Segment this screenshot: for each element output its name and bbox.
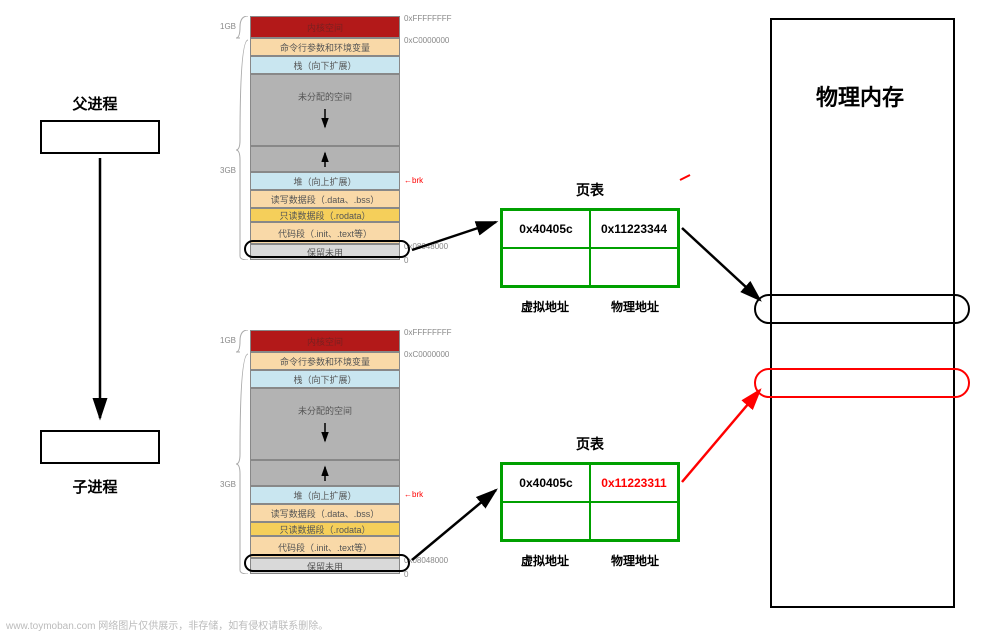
mem-row-4: 堆（向上扩展） [250,172,400,190]
mem-row-2: 栈（向下扩展） [250,370,400,388]
mem-row-4: 堆（向上扩展） [250,486,400,504]
page-table-title-1: 页表 [560,180,620,200]
pt2-empty1 [502,502,590,540]
pt1-col1-label: 虚拟地址 [521,298,569,315]
page-table-2: 0x40405c 0x11223311 [500,462,680,542]
pt2-col2-label: 物理地址 [611,552,659,569]
mem-row-1: 命令行参数和环境变量 [250,38,400,56]
rodata-highlight-child [244,554,410,572]
arrow-pt1-to-physical [682,228,760,300]
arrow-pt2-to-physical [682,390,760,482]
mem-row-2: 栈（向下扩展） [250,56,400,74]
parent-process-box [40,120,160,154]
mem-row-0: 内核空间 [250,330,400,352]
arrow-rodata2-to-pt2 [412,490,496,560]
pt1-paddr: 0x11223344 [590,210,678,248]
pt2-vaddr: 0x40405c [502,464,590,502]
physical-slot-black [754,294,970,324]
parent-process-label: 父进程 [55,93,135,114]
mem-row-1: 命令行参数和环境变量 [250,352,400,370]
mem-row-5: 读写数据段（.data、.bss） [250,190,400,208]
pt2-col1-label: 虚拟地址 [521,552,569,569]
page-table-1: 0x40405c 0x11223344 [500,208,680,288]
pt2-paddr: 0x11223311 [590,464,678,502]
mem-row-6: 只读数据段（.rodata） [250,208,400,222]
page-table-title-2: 页表 [560,434,620,454]
pt1-empty1 [502,248,590,286]
pt2-empty2 [590,502,678,540]
physical-memory-title: 物理内存 [800,80,920,112]
page-table-1-labels: 虚拟地址 物理地址 [500,298,680,315]
mem-row-3: 未分配的空间 [250,388,400,460]
pt1-empty2 [590,248,678,286]
mem-row-5: 读写数据段（.data、.bss） [250,504,400,522]
memory-layout-parent: 内核空间命令行参数和环境变量栈（向下扩展）未分配的空间堆（向上扩展）读写数据段（… [250,16,400,260]
pt1-col2-label: 物理地址 [611,298,659,315]
rodata-highlight-parent [244,240,410,258]
mem-row-0: 内核空间 [250,16,400,38]
page-table-2-labels: 虚拟地址 物理地址 [500,552,680,569]
watermark-text: www.toymoban.com 网络图片仅供展示，非存储，如有侵权请联系删除。 [6,617,328,632]
physical-slot-red [754,368,970,398]
mem-row-3: 未分配的空间 [250,74,400,146]
mem-row-6: 只读数据段（.rodata） [250,522,400,536]
child-process-label: 子进程 [55,476,135,497]
pt1-vaddr: 0x40405c [502,210,590,248]
memory-layout-child: 内核空间命令行参数和环境变量栈（向下扩展）未分配的空间堆（向上扩展）读写数据段（… [250,330,400,574]
child-process-box [40,430,160,464]
